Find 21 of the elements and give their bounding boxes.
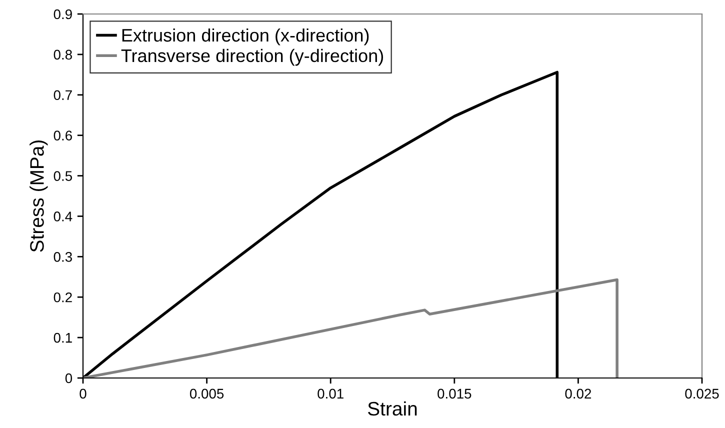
- y-tick-label: 0.2: [54, 292, 72, 302]
- y-axis-title: Stress (MPa): [30, 140, 48, 252]
- y-tick-label: 0.1: [54, 332, 72, 343]
- y-tick-label: 0.5: [54, 171, 72, 181]
- x-tick-label: 0: [80, 388, 86, 399]
- legend-label: Transverse direction (y-direction): [121, 48, 384, 66]
- y-tick-label: 0.6: [54, 130, 72, 141]
- y-tick-label: 0.7: [54, 90, 72, 100]
- x-axis-title: Strain: [368, 401, 417, 416]
- y-tick-label: 0: [65, 373, 72, 384]
- legend-label: Extrusion direction (x-direction): [122, 28, 369, 46]
- y-tick-label: 0.4: [54, 212, 72, 222]
- x-tick-label: 0.025: [685, 388, 719, 399]
- x-tick-label: 0.01: [318, 388, 344, 399]
- y-tick-label: 0.8: [54, 50, 72, 60]
- y-tick-label: 0.3: [54, 252, 72, 262]
- y-tick-label: 0.9: [54, 9, 72, 20]
- line-series: [83, 278, 618, 378]
- x-tick-label: 0.005: [190, 388, 224, 399]
- x-tick-label: 0.02: [565, 388, 592, 399]
- x-tick-label: 0.015: [438, 388, 472, 399]
